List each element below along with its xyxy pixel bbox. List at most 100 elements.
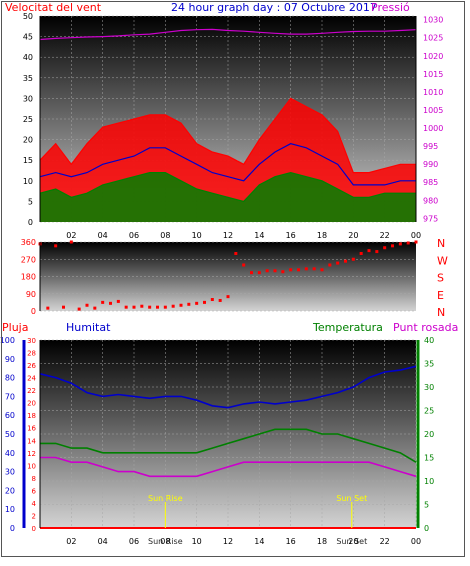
y-tick-label: 50: [5, 430, 15, 439]
y-tick-label: 10: [424, 477, 434, 486]
y-tick-label: 10: [5, 505, 15, 514]
direction-point: [179, 303, 183, 307]
y-tick-label: 30: [424, 383, 434, 392]
direction-point: [320, 268, 324, 272]
x-tick-label: 18: [317, 231, 327, 240]
y-tick-label: 0: [28, 218, 33, 227]
y-tick-label: 5: [424, 501, 429, 510]
direction-point: [351, 257, 355, 261]
direction-point: [156, 305, 159, 309]
compass-label: N: [437, 306, 445, 319]
x-tick-label: 16: [286, 231, 296, 240]
y-tick-label: 10: [27, 462, 36, 470]
y-tick-label: 270: [21, 255, 36, 264]
direction-point: [46, 306, 50, 310]
y-tick-label: 2: [32, 512, 36, 520]
direction-point: [203, 300, 206, 304]
y-tick-label: 24: [27, 375, 36, 383]
series-speed-line: [39, 171, 416, 203]
y-tick-label: 18: [27, 412, 36, 420]
compass-label: E: [437, 289, 444, 302]
y-tick-label: 985: [423, 178, 438, 187]
x-tick-label: 06: [129, 537, 139, 546]
y-tick-label: 60: [5, 411, 15, 420]
direction-point: [77, 307, 81, 311]
direction-point: [187, 302, 191, 306]
x-tick-label: 12: [223, 537, 233, 546]
sun-marker-label: Sun Rise: [148, 494, 183, 503]
direction-point: [218, 298, 222, 302]
direction-panel-marks: [38, 240, 418, 311]
y-tick-label: 12: [27, 450, 36, 458]
y-tick-label: 26: [27, 362, 36, 370]
compass-label: N: [437, 237, 445, 250]
direction-point: [226, 295, 230, 299]
y-tick-label: 180: [21, 273, 36, 282]
direction-point: [406, 241, 410, 245]
x-tick-label: 18: [317, 537, 327, 546]
sun-annotations: Sun Rise Sun Rise Sun Set Sun Set: [148, 494, 367, 546]
y-tick-label: 8: [32, 475, 36, 483]
y-tick-label: 975: [423, 214, 438, 223]
y-tick-label: 1005: [423, 106, 443, 115]
y-tick-label: 4: [32, 500, 37, 508]
y-tick-label: 6: [32, 487, 37, 495]
direction-point: [336, 261, 340, 265]
direction-point: [289, 268, 293, 272]
direction-point: [132, 305, 136, 309]
humidity-y-axis: 0 10 20 30 40 50 60 70 80 90 100: [0, 336, 15, 533]
x-tick-label: 08: [160, 231, 170, 240]
direction-point: [328, 263, 332, 267]
y-tick-label: 1025: [423, 34, 443, 43]
outer-frame: [1, 1, 465, 557]
direction-point: [265, 269, 269, 273]
y-tick-label: 16: [27, 425, 36, 433]
series-average-line: [39, 143, 416, 186]
y-tick-label: 360: [21, 238, 36, 247]
series-punt-rosada-line: [40, 456, 417, 478]
direction-point: [391, 244, 394, 248]
x-tick-label: 08: [160, 537, 170, 546]
series-temperatura-line: [40, 428, 417, 463]
direction-point: [312, 267, 316, 271]
direction-point: [69, 240, 73, 244]
direction-point: [116, 299, 120, 303]
series-humitat-line: [39, 365, 417, 409]
y-tick-label: 40: [424, 336, 434, 345]
direction-point: [304, 267, 308, 271]
y-tick-label: 30: [5, 468, 15, 477]
y-tick-label: 1010: [423, 88, 443, 97]
x-tick-label: 00: [411, 231, 421, 240]
direction-point: [367, 249, 371, 253]
y-tick-label: 1030: [423, 16, 443, 25]
y-tick-label: 28: [27, 350, 36, 358]
wind-panel-marks: [39, 28, 417, 222]
x-tick-label: 22: [380, 537, 390, 546]
direction-point: [359, 252, 363, 255]
sun-marker-label: Sun Set: [336, 494, 367, 503]
y-tick-label: 14: [27, 437, 36, 445]
y-tick-label: 35: [23, 74, 33, 83]
y-tick-label: 25: [424, 407, 434, 416]
series-pressure-line: [39, 28, 417, 41]
direction-point: [242, 263, 246, 267]
direction-point: [383, 246, 387, 250]
y-tick-label: 0: [32, 525, 36, 533]
direction-y-axis: 0 90 180 270 360: [21, 238, 36, 316]
compass-label: S: [437, 272, 444, 285]
x-tick-label: 20: [348, 537, 358, 546]
x-tick-label: 00: [411, 537, 421, 546]
direction-point: [109, 301, 112, 305]
y-tick-label: 1000: [423, 124, 443, 133]
y-tick-label: 30: [23, 94, 33, 103]
y-tick-label: 90: [26, 290, 36, 299]
direction-point: [140, 304, 144, 308]
x-tick-label: 20: [348, 231, 358, 240]
direction-point: [375, 250, 379, 254]
x-tick-label: 16: [286, 537, 296, 546]
x-tick-label: 04: [98, 231, 108, 240]
wind-speed-label: Velocitat del vent: [5, 1, 102, 14]
direction-point: [344, 259, 347, 263]
